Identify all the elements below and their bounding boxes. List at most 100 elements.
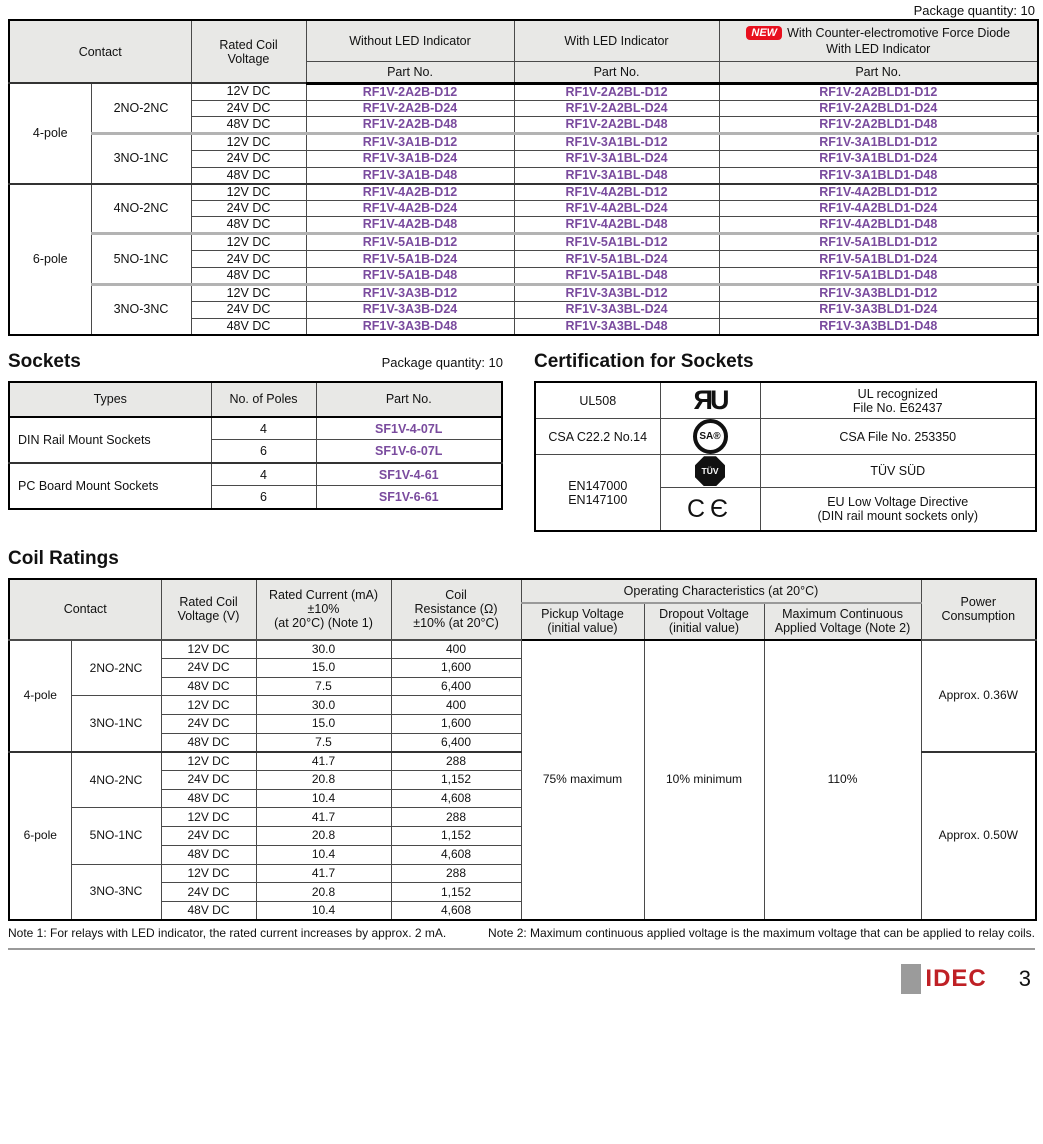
sockets-header: Sockets Package quantity: 10 bbox=[8, 351, 503, 374]
sockets-table-body: DIN Rail Mount Sockets 4 SF1V-4-07L 6 SF1V-6… bbox=[8, 415, 503, 510]
coil-row: 48V DC 10.4 4,608 bbox=[9, 844, 1036, 865]
note-1: Note 1: For relays with LED indicator, t… bbox=[8, 926, 447, 941]
voltage-cell: 12V DC bbox=[160, 807, 257, 828]
part-no-with-diode: RF1V-2A2BLD1-D24 bbox=[718, 99, 1039, 118]
coil-resistance-cell: 288 bbox=[390, 807, 522, 828]
certification-title: Certification for Sockets bbox=[534, 350, 754, 372]
part-no-with-led: RF1V-3A3BL-D48 bbox=[513, 317, 720, 336]
col-header-types: Types bbox=[8, 381, 212, 418]
part-no-with-led: RF1V-3A1BL-D24 bbox=[513, 150, 720, 168]
contact-cell: 2NO-2NC bbox=[70, 638, 162, 697]
part-no-with-diode: RF1V-3A3BLD1-D12 bbox=[718, 283, 1039, 303]
contact-cell: 3NO-3NC bbox=[90, 283, 192, 336]
certification-row: CSA C22.2 No.14 SA® CSA File No. 253350 bbox=[534, 418, 1037, 456]
logo-cell: CЄ bbox=[659, 487, 761, 532]
socket-row: DIN Rail Mount Sockets 4 SF1V-4-07L bbox=[8, 415, 503, 464]
coil-ratings-table: Contact Rated Coil Voltage (V) Rated Cur… bbox=[8, 577, 1038, 922]
rated-current-cell: 41.7 bbox=[255, 807, 392, 828]
part-row: 24V DC RF1V-3A1B-D24 RF1V-3A1BL-D24 RF1V-3A… bbox=[9, 150, 1039, 168]
part-no-with-led: RF1V-3A3BL-D24 bbox=[513, 301, 720, 319]
socket-part-no: SF1V-4-07L bbox=[315, 415, 503, 441]
voltage-cell: 12V DC bbox=[160, 750, 257, 772]
voltage-cell: 12V DC bbox=[190, 283, 307, 303]
socket-row: 6 SF1V-6-61 bbox=[9, 485, 503, 510]
col-header-diode: NEW With Counter-electromotive Force Diod… bbox=[718, 19, 1039, 62]
socket-poles-cell: 6 bbox=[210, 439, 317, 464]
certification-row: CЄ EU Low Voltage Directive (DIN rail mo… bbox=[535, 487, 1037, 532]
cert-desc-csa: CSA File No. 253350 bbox=[759, 418, 1037, 456]
sockets-certification-section: Sockets Package quantity: 10 Types No. o… bbox=[8, 350, 1037, 532]
part-no-without-led: RF1V-4A2B-D24 bbox=[305, 199, 515, 218]
ul-recognized-icon: ЯU bbox=[693, 385, 730, 415]
part-no-with-led: RF1V-4A2BL-D12 bbox=[513, 182, 720, 201]
page-footer: IDEC 3 bbox=[8, 964, 1035, 995]
coil-resistance-cell: 1,600 bbox=[390, 657, 522, 678]
coil-row: 48V DC 10.4 4,608 bbox=[9, 788, 1036, 809]
col-header-part-no-diode: Part No. bbox=[718, 60, 1039, 85]
voltage-cell: 24V DC bbox=[160, 770, 257, 790]
certification-row: EN147000 EN147100 TÜV TÜV SÜD bbox=[534, 454, 1037, 532]
coil-header-row-1: Contact Rated Coil Voltage (V) Rated Cur… bbox=[8, 578, 1037, 641]
col-header-part-no-with: Part No. bbox=[513, 60, 720, 85]
rated-current-cell: 15.0 bbox=[255, 714, 392, 734]
coil-resistance-cell: 288 bbox=[390, 750, 522, 772]
socket-poles-cell: 4 bbox=[210, 415, 317, 441]
voltage-cell: 12V DC bbox=[160, 863, 257, 884]
contact-cell: 3NO-1NC bbox=[90, 132, 192, 185]
col-header-contact: Contact bbox=[8, 19, 192, 84]
diode-header-text-1: With Counter-electromotive Force Diode bbox=[787, 25, 1011, 40]
csa-icon: SA® bbox=[692, 419, 728, 455]
tuv-icon: TÜV bbox=[695, 456, 725, 487]
coil-resistance-cell: 1,152 bbox=[390, 826, 522, 846]
socket-poles-cell: 6 bbox=[210, 485, 317, 510]
standard-ul508: UL508 bbox=[534, 381, 661, 420]
voltage-cell: 24V DC bbox=[190, 99, 307, 118]
part-no-with-led: RF1V-5A1BL-D12 bbox=[513, 232, 720, 252]
col-header-coil-contact: Contact bbox=[8, 578, 162, 641]
part-no-with-diode: RF1V-5A1BLD1-D24 bbox=[718, 250, 1039, 269]
page-number: 3 bbox=[1018, 966, 1031, 992]
voltage-cell: 12V DC bbox=[190, 182, 307, 201]
part-row: 3NO-1NC 12V DC RF1V-3A1B-D12 RF1V-3A1BL-D12… bbox=[9, 132, 1039, 185]
rated-current-cell: 10.4 bbox=[255, 844, 392, 865]
certification-block: Certification for Sockets UL508 ЯU UL re… bbox=[534, 350, 1037, 532]
sockets-block: Sockets Package quantity: 10 Types No. o… bbox=[8, 351, 503, 510]
part-table-body: 4-pole 2NO-2NC 12V DC RF1V-2A2B-D12 RF1V-2A2… bbox=[8, 82, 1039, 336]
part-table-header-row-2: Part No. Part No. Part No. bbox=[9, 60, 1039, 85]
voltage-cell: 24V DC bbox=[190, 250, 307, 269]
rated-current-cell: 30.0 bbox=[255, 638, 392, 659]
part-no-without-led: RF1V-5A1B-D12 bbox=[305, 232, 515, 252]
part-no-without-led: RF1V-2A2B-D24 bbox=[305, 99, 515, 118]
rated-current-cell: 15.0 bbox=[255, 657, 392, 678]
part-no-without-led: RF1V-3A1B-D12 bbox=[305, 132, 515, 152]
pole-cell: 6-pole bbox=[8, 750, 72, 921]
pole-cell: 6-pole bbox=[8, 182, 92, 336]
part-no-with-led: RF1V-5A1BL-D24 bbox=[513, 250, 720, 269]
voltage-cell: 24V DC bbox=[160, 714, 257, 734]
contact-cell: 2NO-2NC bbox=[90, 82, 192, 135]
sockets-header-row: Types No. of Poles Part No. bbox=[8, 381, 503, 418]
certification-row: UL508 ЯU UL recognized File No. E62437 bbox=[534, 381, 1037, 420]
logo-cell: ЯU bbox=[659, 381, 761, 420]
rated-current-cell: 41.7 bbox=[255, 750, 392, 772]
part-no-with-diode: RF1V-4A2BLD1-D12 bbox=[718, 182, 1039, 201]
part-no-with-diode: RF1V-4A2BLD1-D24 bbox=[718, 199, 1039, 218]
note-2: Note 2: Maximum continuous applied volta… bbox=[488, 926, 1035, 941]
cert-desc-ul: UL recognized File No. E62437 bbox=[759, 381, 1037, 420]
max-continuous-voltage-cell: 110% bbox=[763, 638, 922, 921]
sockets-title: Sockets bbox=[8, 350, 81, 372]
cert-desc-tuv: TÜV SÜD bbox=[759, 454, 1037, 489]
contact-cell: 4NO-2NC bbox=[70, 750, 162, 809]
voltage-cell: 48V DC bbox=[190, 166, 307, 185]
voltage-cell: 48V DC bbox=[190, 267, 307, 286]
part-no-without-led: RF1V-5A1B-D24 bbox=[305, 250, 515, 269]
coil-row: 4-pole 2NO-2NC 12V DC 30.0 400 75% maximum 10%… bbox=[8, 638, 1037, 921]
standard-csa: CSA C22.2 No.14 bbox=[534, 418, 661, 456]
col-header-coil-voltage: Rated Coil Voltage (V) bbox=[160, 578, 257, 641]
contact-cell: 3NO-1NC bbox=[70, 695, 162, 753]
idec-logo-text: IDEC bbox=[925, 965, 987, 993]
part-no-with-led: RF1V-2A2BL-D24 bbox=[513, 99, 720, 118]
coil-row: 5NO-1NC 12V DC 41.7 288 bbox=[9, 807, 1036, 865]
socket-row: 6 SF1V-6-07L bbox=[9, 439, 503, 464]
coil-resistance-cell: 288 bbox=[390, 863, 522, 884]
